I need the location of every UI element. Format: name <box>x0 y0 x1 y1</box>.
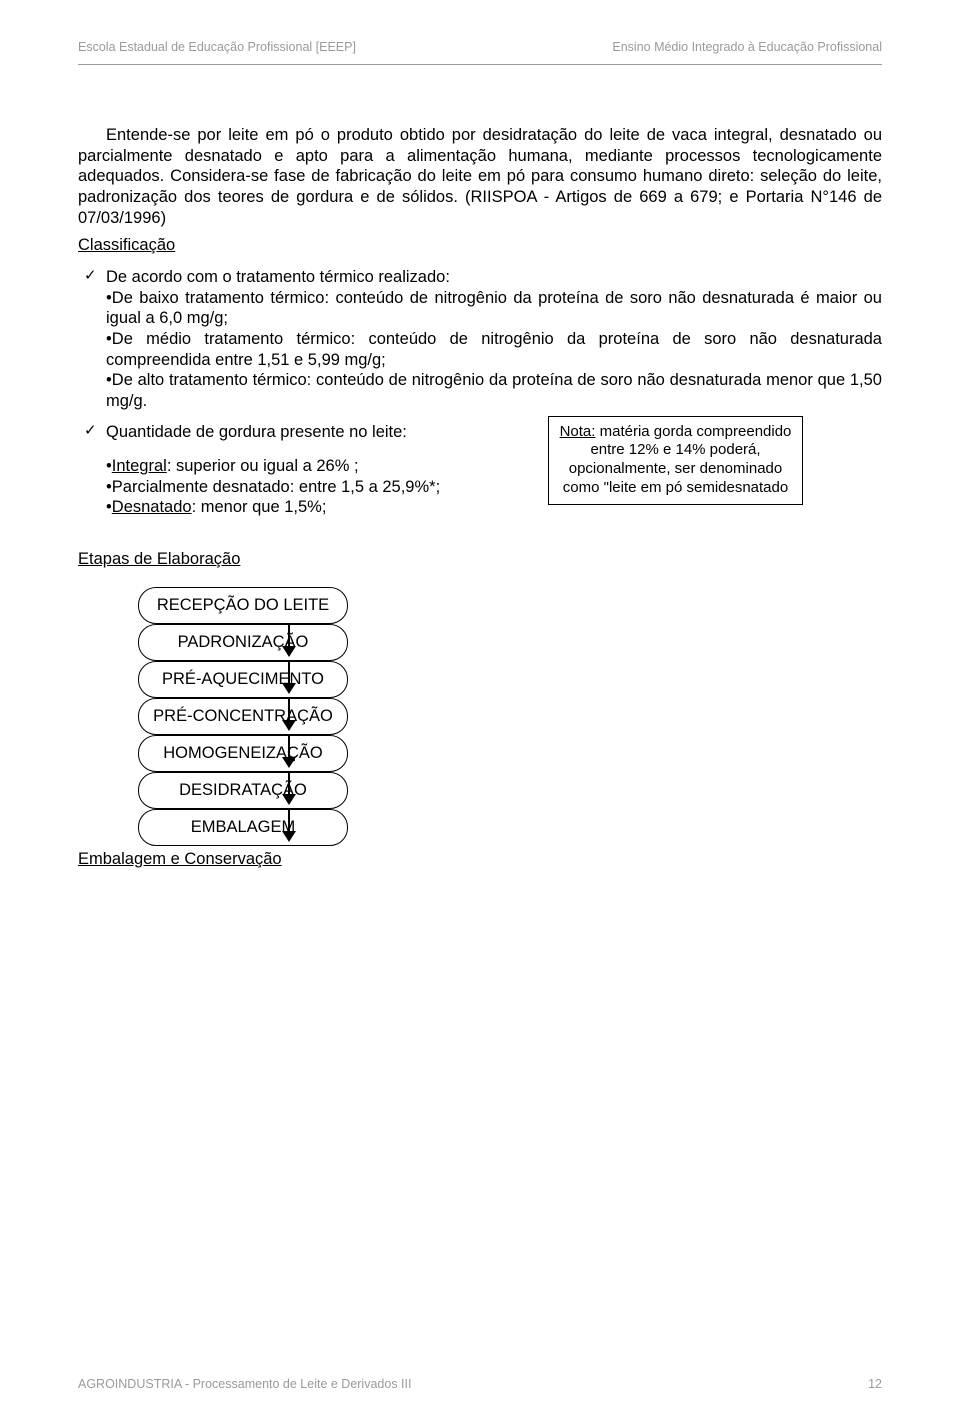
gordura-row: Quantidade de gordura presente no leite:… <box>78 422 882 523</box>
note-label: Nota: <box>560 423 596 440</box>
classificacao-list: De acordo com o tratamento térmico reali… <box>78 267 882 411</box>
sub-medio: •De médio tratamento térmico: conteúdo d… <box>106 329 882 370</box>
sub-alto: •De alto tratamento térmico: conteúdo de… <box>106 370 882 411</box>
intro-paragraph: Entende-se por leite em pó o produto obt… <box>78 125 882 228</box>
gordura-list: Quantidade de gordura presente no leite:… <box>78 422 508 519</box>
list-item-gordura: Quantidade de gordura presente no leite:… <box>106 422 508 519</box>
page-footer: AGROINDUSTRIA - Processamento de Leite e… <box>78 1377 882 1391</box>
desnatado-label: Desnatado <box>112 498 192 516</box>
header-left: Escola Estadual de Educação Profissional… <box>78 40 356 54</box>
note-box: Nota: matéria gorda compreendido entre 1… <box>548 416 803 505</box>
flow-homogeneizacao: HOMOGENEIZAÇÃO <box>138 735 348 772</box>
page-header: Escola Estadual de Educação Profissional… <box>78 40 882 65</box>
embalagem-conservacao: Embalagem e Conservação <box>78 850 882 869</box>
gordura-desnatado: •Desnatado: menor que 1,5%; <box>106 497 508 518</box>
gordura-parcial: •Parcialmente desnatado: entre 1,5 a 25,… <box>106 477 508 498</box>
gordura-integral: •Integral: superior ou igual a 26% ; <box>106 456 508 477</box>
list-item-tratamento: De acordo com o tratamento térmico reali… <box>106 267 882 411</box>
header-right: Ensino Médio Integrado à Educação Profis… <box>612 40 882 54</box>
note-text: matéria gorda compreendido entre 12% e 1… <box>563 423 792 496</box>
flow-recepcao: RECEPÇÃO DO LEITE <box>138 587 348 624</box>
sub-baixo: •De baixo tratamento térmico: conteúdo d… <box>106 288 882 329</box>
footer-left: AGROINDUSTRIA - Processamento de Leite e… <box>78 1377 411 1391</box>
footer-page: 12 <box>868 1377 882 1391</box>
flow-padronizacao: PADRONIZAÇÃO <box>138 624 348 661</box>
item2-lead: Quantidade de gordura presente no leite: <box>106 423 407 441</box>
flow-preconcentracao: PRÉ-CONCENTRAÇÃO <box>138 698 348 735</box>
flowchart: RECEPÇÃO DO LEITE PADRONIZAÇÃO PRÉ-AQUEC… <box>78 587 882 846</box>
flow-preaquecimento: PRÉ-AQUECIMENTO <box>138 661 348 698</box>
etapas-title: Etapas de Elaboração <box>78 550 882 569</box>
classificacao-title: Classificação <box>78 236 882 255</box>
flow-embalagem: EMBALAGEM <box>138 809 348 846</box>
desnatado-rest: : menor que 1,5%; <box>192 498 327 516</box>
integral-rest: : superior ou igual a 26% ; <box>167 457 359 475</box>
item1-lead: De acordo com o tratamento térmico reali… <box>106 268 450 286</box>
integral-label: Integral <box>112 457 167 475</box>
flow-desidratacao: DESIDRATAÇÃO <box>138 772 348 809</box>
